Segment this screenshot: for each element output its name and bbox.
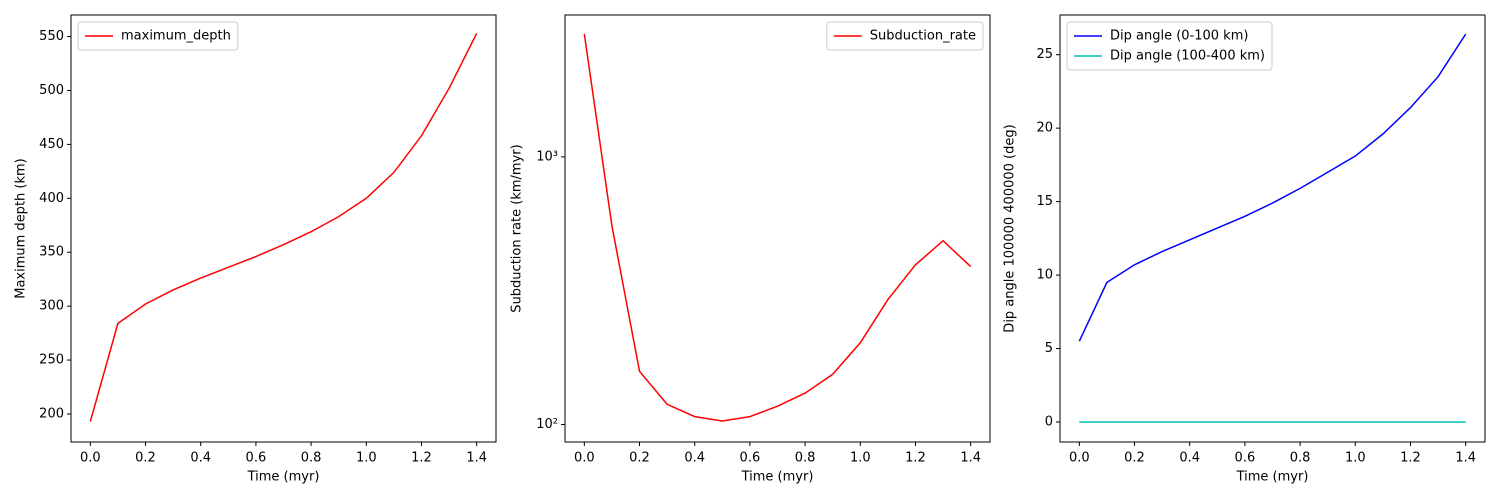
x-tick-label: 1.0 [850, 451, 871, 466]
y-tick-label: 550 [39, 29, 64, 44]
y-tick-label: 0 [1045, 415, 1053, 430]
y-axis-label: Dip angle 100000 400000 (deg) [1003, 124, 1018, 332]
y-tick-label: 450 [39, 137, 64, 152]
x-tick-label: 0.4 [190, 451, 211, 466]
subplot: 0.0 0.2 0.4 0.6 0.8 1.0 1.2 1.4 0 5 10 15 20 25 Time (… [1003, 14, 1486, 485]
y-tick-label: 5 [1045, 341, 1053, 356]
x-axis-label: Time (myr) [1236, 470, 1309, 485]
axes-frame [1059, 14, 1486, 443]
x-tick-label: 0.0 [574, 451, 595, 466]
line-series [1078, 33, 1467, 342]
x-tick-label: 1.2 [905, 451, 926, 466]
legend-label: Dip angle (0-100 km) [1110, 29, 1248, 44]
x-tick-label: 1.4 [1455, 451, 1476, 466]
x-tick-label: 1.4 [466, 451, 487, 466]
x-tick-label: 1.4 [960, 451, 981, 466]
y-tick-label: 200 [39, 406, 64, 421]
y-tick-label: 25 [1036, 47, 1053, 62]
y-tick-label: 20 [1036, 121, 1053, 136]
y-tick-label: 10³ [536, 149, 558, 164]
subplot: 0.0 0.2 0.4 0.6 0.8 1.0 1.2 1.4 200 250 300 350 400 4… [14, 14, 497, 485]
legend-box [826, 21, 984, 51]
x-axis-label: Time (myr) [247, 470, 320, 485]
x-tick-label: 0.0 [80, 451, 101, 466]
legend-box [1066, 21, 1273, 71]
x-axis-label: Time (myr) [741, 470, 814, 485]
x-tick-label: 1.0 [356, 451, 377, 466]
x-tick-label: 1.2 [1400, 451, 1421, 466]
y-tick-label: 15 [1036, 194, 1053, 209]
x-tick-label: 0.8 [795, 451, 816, 466]
legend-box [77, 21, 239, 51]
subplot: 0.0 0.2 0.4 0.6 0.8 1.0 1.2 1.4 10² 10³ Time (myr)… [510, 14, 991, 485]
x-tick-label: 0.2 [135, 451, 156, 466]
y-tick-label: 10² [536, 417, 558, 432]
axes-frame [70, 14, 497, 443]
x-tick-label: 1.0 [1345, 451, 1366, 466]
x-tick-label: 0.6 [1235, 451, 1256, 466]
axes-frame [564, 14, 991, 443]
x-tick-label: 0.4 [684, 451, 705, 466]
y-tick-label: 350 [39, 245, 64, 260]
x-tick-label: 0.8 [1290, 451, 1311, 466]
x-tick-label: 0.0 [1069, 451, 1090, 466]
x-tick-label: 0.2 [629, 451, 650, 466]
x-tick-label: 0.4 [1179, 451, 1200, 466]
x-tick-label: 0.6 [740, 451, 761, 466]
x-tick-label: 0.2 [1124, 451, 1145, 466]
legend-label: maximum_depth [121, 29, 231, 44]
legend: maximum_depth [77, 21, 239, 51]
x-tick-label: 0.8 [301, 451, 322, 466]
x-tick-label: 0.6 [246, 451, 267, 466]
legend: Subduction_rate [826, 21, 984, 51]
x-tick-label: 1.2 [411, 451, 432, 466]
line-series [89, 32, 478, 422]
y-tick-label: 250 [39, 353, 64, 368]
y-tick-label: 400 [39, 191, 64, 206]
y-tick-label: 10 [1036, 268, 1053, 283]
y-axis-label: Maximum depth (km) [14, 158, 29, 299]
y-tick-label: 500 [39, 83, 64, 98]
y-axis-label: Subduction rate (km/myr) [510, 144, 525, 312]
y-tick-label: 300 [39, 299, 64, 314]
legend-label: Dip angle (100-400 km) [1110, 49, 1265, 64]
legend: Dip angle (0-100 km) Dip angle (100-400 k… [1066, 21, 1273, 71]
line-series [583, 33, 972, 422]
legend-label: Subduction_rate [870, 29, 976, 44]
